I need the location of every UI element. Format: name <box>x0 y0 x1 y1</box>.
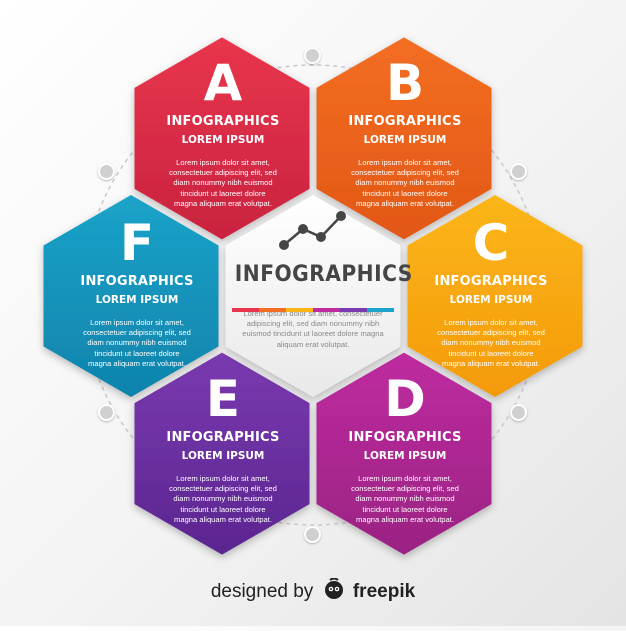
hexagon-subtitle: LOREM IPSUM <box>181 134 265 146</box>
hexagon-title: INFOGRAPHICS <box>80 274 194 289</box>
connector-dot <box>98 404 115 421</box>
hexagon-letter: D <box>384 370 426 428</box>
hexagon-b: B INFOGRAPHICS LOREM IPSUM Lorem ipsum d… <box>330 58 480 209</box>
credit-line: designed by freepik <box>0 577 626 606</box>
color-bar-segment <box>340 308 367 312</box>
body-line: tincidunt ut laoreet dolore <box>362 188 448 198</box>
body-line: diam nonummy nibh euismod <box>173 494 273 504</box>
center-hexagon: INFOGRAPHICS Lorem ipsum dolor sit amet,… <box>228 262 413 350</box>
body-line: euismod tincidunt ut laoreet dolore magn… <box>242 329 384 339</box>
hexagon-d: D INFOGRAPHICS LOREM IPSUM Lorem ipsum d… <box>330 374 480 525</box>
hexagon-subtitle: LOREM IPSUM <box>95 294 179 306</box>
body-line: tincidunt ut laoreet dolore <box>180 504 266 514</box>
color-bar-segment <box>286 308 313 312</box>
credit-brand: freepik <box>352 581 416 602</box>
hexagon-shape-d <box>316 352 492 555</box>
body-line: diam nonummy nibh euismod <box>355 494 455 504</box>
color-bar-segment <box>259 308 286 312</box>
hexagon-title: INFOGRAPHICS <box>166 114 280 129</box>
body-line: magna aliquam erat volutpat. <box>174 514 272 524</box>
hexagon-f: F INFOGRAPHICS LOREM IPSUM Lorem ipsum d… <box>62 218 212 369</box>
body-line: Lorem ipsum dolor sit amet, <box>444 318 538 327</box>
hexagon-subtitle: LOREM IPSUM <box>363 134 447 146</box>
body-line: diam nonummy nibh euismod <box>441 338 541 348</box>
body-line: diam nonummy nibh euismod <box>355 178 455 188</box>
body-line: tincidunt ut laoreet dolore <box>448 348 534 358</box>
body-line: Lorem ipsum dolor sit amet, <box>358 158 452 167</box>
hexagon-e: E INFOGRAPHICS LOREM IPSUM Lorem ipsum d… <box>148 374 298 525</box>
body-line: tincidunt ut laoreet dolore <box>94 348 180 358</box>
body-line: consectetuer adipiscing elit, sed <box>83 328 191 338</box>
body-line: diam nonummy nibh euismod <box>87 338 187 348</box>
body-line: consectetuer adipiscing elit, sed <box>169 484 277 494</box>
hexagon-body: Lorem ipsum dolor sit amet, consectetuer… <box>148 474 298 525</box>
body-line: Lorem ipsum dolor sit amet, consectetuer <box>243 309 383 318</box>
body-line: Lorem ipsum dolor sit amet, <box>90 318 184 327</box>
hexagon-letter: B <box>385 54 425 112</box>
body-line: consectetuer adipiscing elit, sed <box>437 328 545 338</box>
hexagon-shape-a <box>134 37 310 240</box>
hexagon-body: Lorem ipsum dolor sit amet, consectetuer… <box>330 158 480 209</box>
body-line: Lorem ipsum dolor sit amet, <box>176 474 270 483</box>
hexagon-a: A INFOGRAPHICS LOREM IPSUM Lorem ipsum d… <box>148 58 298 209</box>
hexagon-letter: E <box>205 370 241 428</box>
body-line: magna aliquam erat volutpat. <box>356 514 454 524</box>
body-line: magna aliquam erat volutpat. <box>174 198 272 208</box>
hexagon-shape-c <box>407 195 583 397</box>
body-line: diam nonummy nibh euismod <box>173 178 273 188</box>
center-title: INFOGRAPHICS <box>234 262 413 287</box>
credit-prefix: designed by <box>210 581 314 602</box>
connector-dot <box>304 47 321 64</box>
body-line: magna aliquam erat volutpat. <box>88 358 186 368</box>
body-line: Lorem ipsum dolor sit amet, <box>358 474 452 483</box>
body-line: tincidunt ut laoreet dolore <box>180 188 266 198</box>
hexagon-letter: C <box>472 214 510 272</box>
freepik-logo-icon <box>323 577 345 606</box>
hexagon-body: Lorem ipsum dolor sit amet, consectetuer… <box>62 318 212 369</box>
body-line: aliquam erat volutpat. <box>276 339 350 349</box>
hexagon-subtitle: LOREM IPSUM <box>449 294 533 306</box>
body-line: Lorem ipsum dolor sit amet, <box>176 158 270 167</box>
color-bar-segment <box>367 308 394 312</box>
hexagon-shape-e <box>134 352 310 555</box>
body-line: magna aliquam erat volutpat. <box>356 198 454 208</box>
center-hexagon-shape <box>225 195 401 397</box>
hexagon-shape-f <box>43 195 219 397</box>
hexagon-title: INFOGRAPHICS <box>348 430 462 445</box>
color-bar-segment <box>313 308 340 312</box>
hexagon-title: INFOGRAPHICS <box>348 114 462 129</box>
connector-dot <box>98 163 115 180</box>
line-chart-icon <box>279 211 346 250</box>
hexagon-title: INFOGRAPHICS <box>434 274 548 289</box>
color-bar-segment <box>232 308 259 312</box>
hexagon-subtitle: LOREM IPSUM <box>181 450 265 462</box>
connector-dot <box>304 526 321 543</box>
hexagon-body: Lorem ipsum dolor sit amet, consectetuer… <box>416 318 566 369</box>
body-line: magna aliquam erat volutpat. <box>442 358 540 368</box>
body-line: consectetuer adipiscing elit, sed <box>169 168 277 178</box>
hexagon-shape-b <box>316 37 492 240</box>
hexagon-letter: F <box>119 214 155 272</box>
hexagon-title: INFOGRAPHICS <box>166 430 280 445</box>
connector-dot <box>510 163 527 180</box>
connector-dot <box>510 404 527 421</box>
center-body: Lorem ipsum dolor sit amet, consectetuer… <box>228 309 398 350</box>
body-line: consectetuer adipiscing elit, sed <box>351 168 459 178</box>
hexagon-subtitle: LOREM IPSUM <box>363 450 447 462</box>
body-line: adipiscing elit, sed diam nonummy nibh <box>246 319 380 329</box>
body-line: consectetuer adipiscing elit, sed <box>351 484 459 494</box>
hexagon-letter: A <box>203 54 243 112</box>
hexagon-body: Lorem ipsum dolor sit amet, consectetuer… <box>148 158 298 209</box>
hexagon-body: Lorem ipsum dolor sit amet, consectetuer… <box>330 474 480 525</box>
hexagon-c: C INFOGRAPHICS LOREM IPSUM Lorem ipsum d… <box>416 218 566 369</box>
body-line: tincidunt ut laoreet dolore <box>362 504 448 514</box>
